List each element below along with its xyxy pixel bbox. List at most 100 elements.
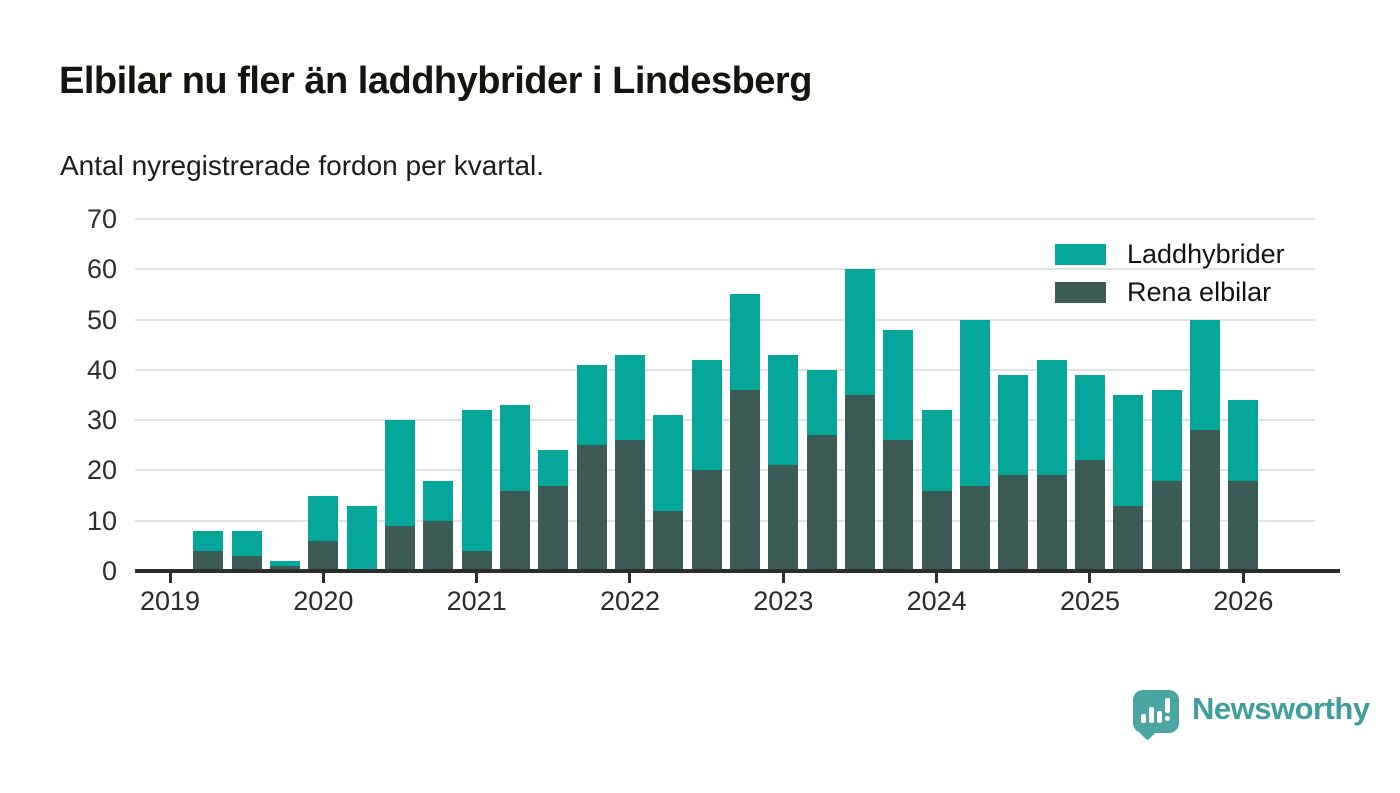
- bar-segment-rena-elbilar: [653, 510, 684, 571]
- bar-segment-rena-elbilar: [308, 540, 339, 571]
- legend-label: Laddhybrider: [1127, 239, 1285, 269]
- gridline: [135, 318, 1315, 321]
- plot-area: 2019 2020 2021 2022 2023 2024 2025 2026: [135, 218, 1340, 616]
- stacked-bar-chart: 0 10 20 30 40 50 60 70 2019 2020 2021 2022 2023 2024…: [86, 204, 1340, 616]
- x-axis-tick: [935, 573, 939, 583]
- y-tick-label: 0: [101, 556, 117, 586]
- bar-segment-laddhybrider: [308, 495, 339, 541]
- legend-swatch: [1055, 281, 1106, 303]
- y-tick-label: 30: [86, 405, 117, 436]
- bar-segment-rena-elbilar: [806, 435, 837, 571]
- legend: Laddhybrider Rena elbilar: [1055, 239, 1285, 319]
- bar-segment-laddhybrider: [461, 410, 492, 551]
- x-axis-tick: [1088, 573, 1092, 583]
- bar-segment-rena-elbilar: [998, 475, 1029, 571]
- logo-chart-bars-icon: [1141, 707, 1165, 723]
- x-tick-label: 2023: [753, 586, 814, 616]
- bar-segment-rena-elbilar: [1228, 480, 1259, 571]
- bar-segment-laddhybrider: [844, 269, 875, 395]
- x-axis-tick: [1241, 573, 1245, 583]
- bar-segment-rena-elbilar: [538, 485, 569, 571]
- x-tick-label: 2020: [293, 586, 354, 616]
- bar-segment-laddhybrider: [499, 405, 530, 491]
- bar-segment-rena-elbilar: [384, 525, 415, 571]
- legend-label: Rena elbilar: [1127, 277, 1272, 307]
- bar-segment-laddhybrider: [806, 369, 837, 436]
- y-tick-label: 70: [86, 204, 117, 234]
- x-tick-label: 2026: [1213, 586, 1274, 616]
- x-tick-label: 2022: [599, 586, 661, 616]
- newsworthy-pin-icon: [1133, 690, 1179, 741]
- bar-segment-laddhybrider: [346, 505, 377, 571]
- x-axis-tick: [321, 573, 325, 583]
- bar-segment-laddhybrider: [691, 359, 722, 471]
- gridline: [135, 469, 1315, 472]
- chart-title: Elbilar nu fler än laddhybrider i Lindes…: [59, 60, 812, 102]
- bar-segment-laddhybrider: [231, 530, 262, 556]
- bar-segment-laddhybrider: [959, 319, 990, 486]
- x-tick-label: 2024: [906, 586, 967, 616]
- x-axis-tick: [781, 573, 785, 583]
- x-axis-tick: [628, 573, 632, 583]
- legend-item: Laddhybrider: [1055, 239, 1285, 269]
- bar-segment-rena-elbilar: [576, 445, 607, 571]
- gridline: [135, 519, 1315, 522]
- bar-segment-laddhybrider: [193, 530, 224, 551]
- bar-segment-laddhybrider: [269, 560, 300, 566]
- bar-segment-laddhybrider: [576, 364, 607, 446]
- y-tick-label: 50: [86, 304, 117, 335]
- x-axis-line: [135, 569, 1340, 573]
- bar-segment-rena-elbilar: [768, 465, 799, 571]
- bar-segment-laddhybrider: [423, 480, 454, 521]
- bar-segment-laddhybrider: [614, 354, 645, 441]
- chart-subtitle: Antal nyregistrerade fordon per kvartal.: [60, 150, 545, 181]
- bar-segment-rena-elbilar: [1036, 475, 1067, 571]
- bar-segment-rena-elbilar: [423, 520, 454, 571]
- legend-swatch: [1055, 243, 1106, 265]
- bar-segment-rena-elbilar: [921, 490, 952, 571]
- bar-segment-laddhybrider: [883, 329, 914, 441]
- bar-segment-rena-elbilar: [231, 555, 262, 571]
- bar-segment-rena-elbilar: [614, 440, 645, 571]
- x-tick-label: 2021: [446, 586, 507, 616]
- bar-segment-rena-elbilar: [1074, 460, 1105, 571]
- bar-segment-rena-elbilar: [729, 389, 760, 571]
- brand-name: Newsworthy: [1192, 691, 1370, 726]
- x-axis-tick: [168, 573, 172, 583]
- x-axis-tick: [475, 573, 479, 583]
- logo-exclamation-icon: [1165, 698, 1170, 721]
- bar-segment-laddhybrider: [998, 374, 1029, 476]
- bar-segment-laddhybrider: [538, 450, 569, 486]
- y-tick-label: 10: [86, 505, 117, 536]
- bar-segment-rena-elbilar: [1189, 430, 1220, 571]
- bar-segment-laddhybrider: [1113, 395, 1144, 506]
- bar-segment-rena-elbilar: [959, 485, 990, 571]
- bar-segment-rena-elbilar: [269, 565, 300, 571]
- gridline: [135, 368, 1315, 371]
- x-tick-label: 2025: [1059, 586, 1121, 616]
- newsworthy-logo: Newsworthy: [1133, 690, 1370, 741]
- y-tick-label: 40: [86, 354, 117, 385]
- bar-segment-rena-elbilar: [499, 490, 530, 571]
- gridline: [135, 268, 1315, 271]
- bar-segment-rena-elbilar: [193, 550, 224, 571]
- legend-item: Rena elbilar: [1055, 277, 1285, 307]
- bar-segment-laddhybrider: [1228, 400, 1259, 481]
- gridline: [135, 419, 1315, 422]
- bar-segment-laddhybrider: [729, 294, 760, 390]
- x-tick-label: 2019: [139, 586, 201, 616]
- bar-segment-laddhybrider: [1074, 374, 1105, 461]
- bar-segment-laddhybrider: [1036, 359, 1067, 476]
- y-tick-label: 20: [86, 455, 117, 486]
- bar-segment-rena-elbilar: [844, 395, 875, 571]
- bar-segment-laddhybrider: [1151, 390, 1182, 481]
- bar-segment-laddhybrider: [921, 410, 952, 491]
- bar-segment-rena-elbilar: [1113, 505, 1144, 571]
- bar-segment-rena-elbilar: [461, 550, 492, 571]
- bar-segment-rena-elbilar: [1151, 480, 1182, 571]
- bar-segment-laddhybrider: [653, 415, 684, 511]
- bar-segment-rena-elbilar: [691, 470, 722, 571]
- bar-segment-laddhybrider: [768, 354, 799, 466]
- gridline: [135, 218, 1315, 220]
